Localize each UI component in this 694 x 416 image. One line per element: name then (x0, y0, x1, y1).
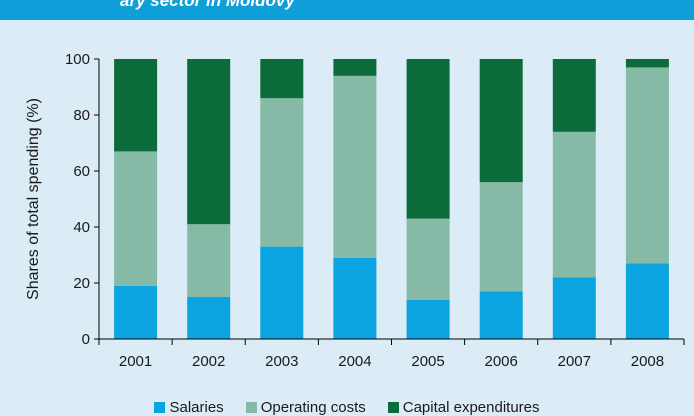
y-tick-label-20: 20 (73, 275, 90, 292)
bar-2003-series-1 (260, 98, 304, 247)
bar-2001-series-0 (114, 285, 158, 339)
x-tick-label-2004: 2004 (338, 353, 371, 370)
bar-2003-series-0 (260, 246, 304, 339)
header-title: ary sector in Moldovy (120, 0, 295, 10)
bar-2007-series-1 (552, 131, 596, 278)
x-tick-label-2001: 2001 (119, 353, 152, 370)
legend-item-1: Operating costs (245, 398, 366, 416)
chart-legend: Salaries Operating costs Capital expenditu… (0, 398, 694, 416)
x-tick-label-2005: 2005 (411, 353, 444, 370)
bar-2003-series-2 (260, 59, 304, 99)
x-tick-label-2003: 2003 (265, 353, 298, 370)
bar-2006-series-1 (479, 182, 523, 292)
legend-label-1: Operating costs (260, 398, 366, 416)
y-tick-label-40: 40 (73, 219, 90, 236)
bar-2006-series-2 (479, 59, 523, 183)
legend-item-2: Capital expenditures (387, 398, 540, 416)
x-tick-label-2006: 2006 (485, 353, 518, 370)
bar-2005-series-0 (406, 299, 450, 339)
bar-2008-series-2 (625, 59, 669, 68)
bar-2002-series-2 (187, 59, 231, 225)
y-tick-label-80: 80 (73, 107, 90, 124)
y-axis-title: Shares of total spending (%) (25, 98, 42, 300)
bar-2002-series-1 (187, 224, 231, 297)
legend-swatch-2 (387, 401, 399, 413)
bar-2006-series-0 (479, 291, 523, 339)
bar-2004-series-0 (333, 257, 377, 339)
legend-label-2: Capital expenditures (402, 398, 540, 416)
stacked-bar-chart: 0 20 40 60 80 100 2001 2002 2003 2004 2005 2006 2007… (25, 51, 685, 370)
bar-2005-series-2 (406, 59, 450, 219)
bar-2004-series-2 (333, 59, 377, 76)
bar-2008-series-0 (625, 263, 669, 339)
legend-item-0: Salaries (154, 398, 224, 416)
x-tick-label-2008: 2008 (631, 353, 664, 370)
y-tick-label-0: 0 (82, 331, 90, 348)
bar-2008-series-1 (625, 67, 669, 264)
bar-2004-series-1 (333, 75, 377, 258)
bar-2001-series-2 (114, 59, 158, 152)
bar-2007-series-0 (552, 277, 596, 339)
y-tick-label-60: 60 (73, 163, 90, 180)
legend-label-0: Salaries (169, 398, 224, 416)
y-tick-label-100: 100 (65, 51, 90, 68)
bar-2001-series-1 (114, 151, 158, 286)
header-band: ary sector in Moldovy (0, 0, 694, 20)
bar-2005-series-1 (406, 218, 450, 300)
x-tick-label-2002: 2002 (192, 353, 225, 370)
legend-swatch-1 (245, 401, 257, 413)
bar-2002-series-0 (187, 297, 231, 339)
x-tick-label-2007: 2007 (558, 353, 591, 370)
bar-2007-series-2 (552, 59, 596, 132)
legend-swatch-0 (154, 401, 166, 413)
